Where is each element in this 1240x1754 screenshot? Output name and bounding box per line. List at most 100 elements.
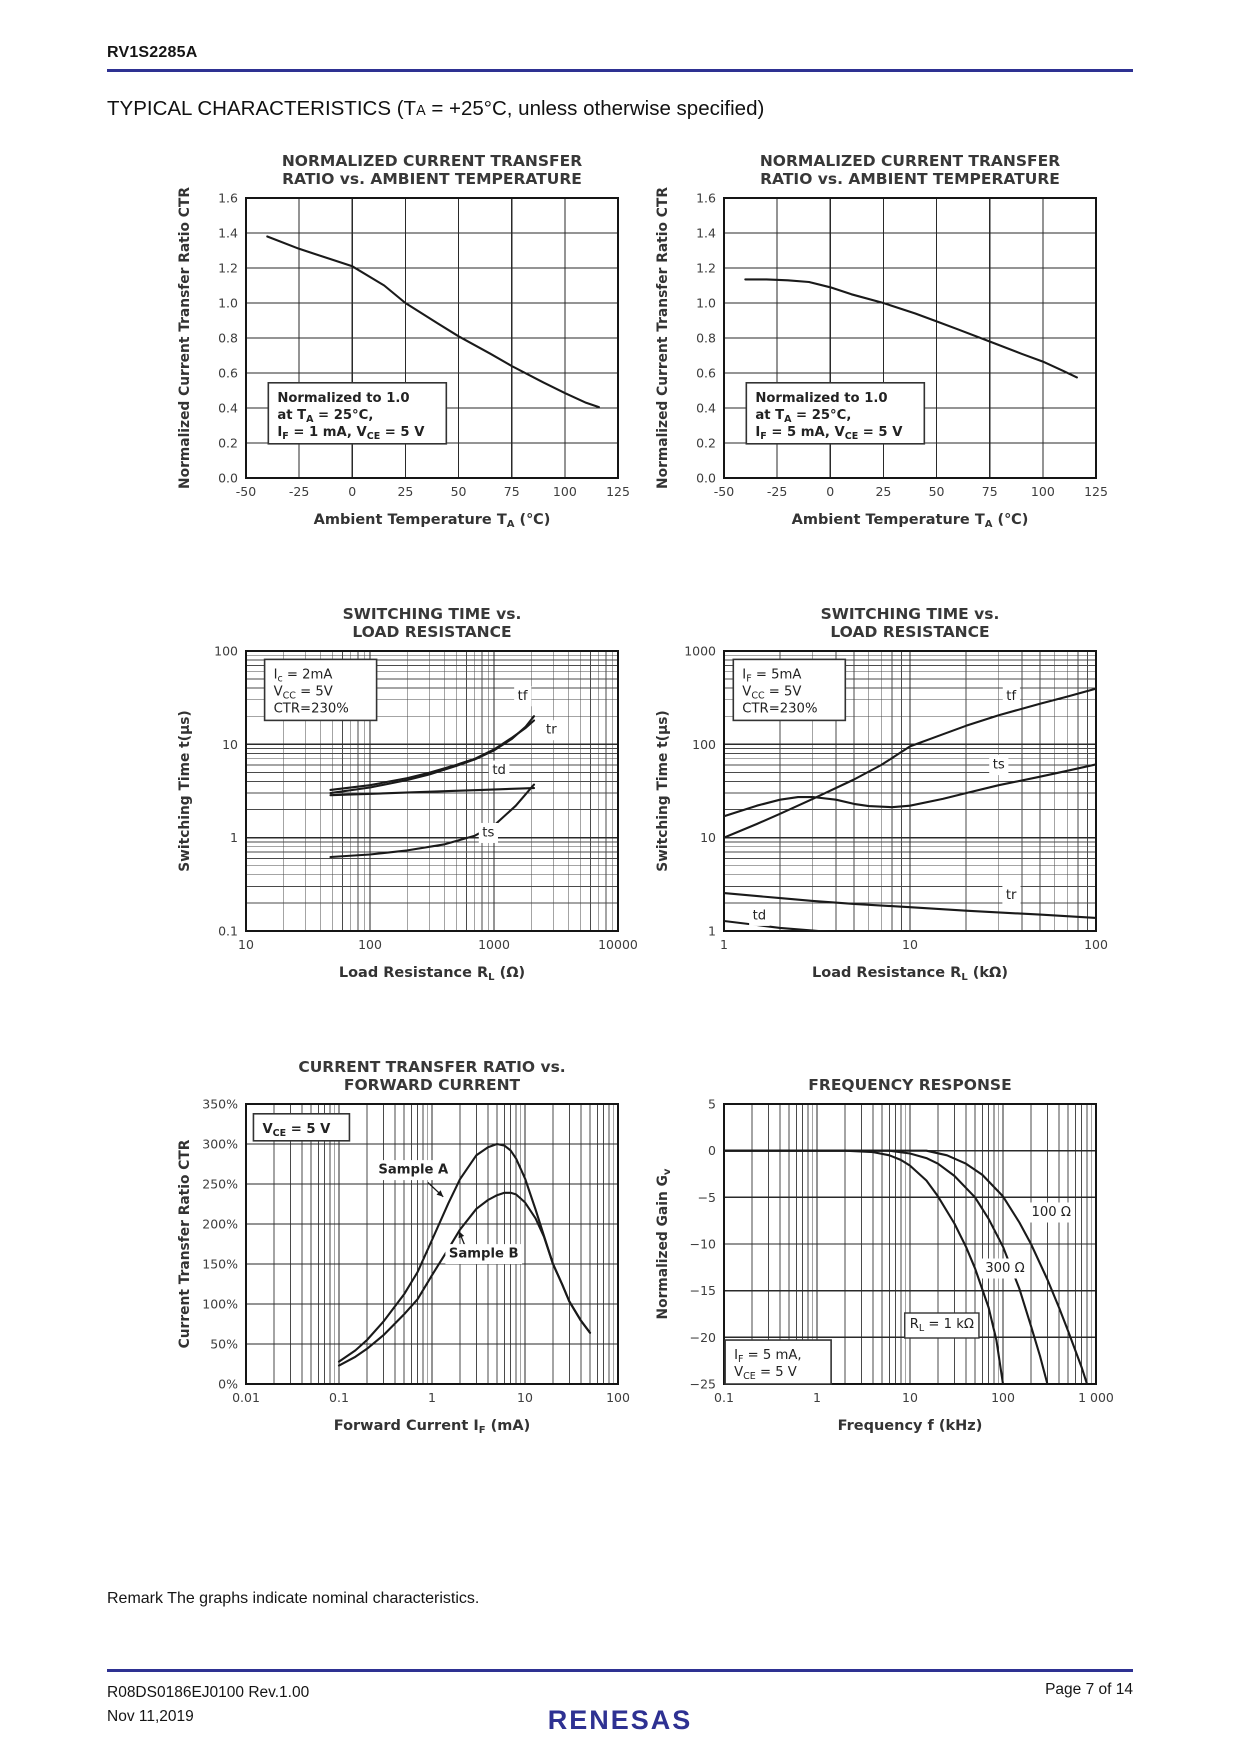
condition-line: IF = 5 mA, VCE = 5 V [755, 425, 903, 442]
series-sample-b [337, 1191, 592, 1367]
figure-switching-time-vs-load-resistance-kohm: SWITCHING TIME vs.LOAD RESISTANCE 1 10 100 1… [655, 605, 1108, 983]
page-header: RV1S2285A [107, 44, 1133, 72]
y-tick-label: 0.2 [218, 436, 238, 451]
x-tick-label: 50 [451, 484, 467, 499]
y-tick-label: 10 [700, 830, 716, 845]
y-tick-label: 1.2 [696, 261, 716, 276]
series-ts [724, 763, 1096, 818]
series-rl-100- [724, 1149, 1089, 1384]
x-tick-label: 100 [606, 1390, 630, 1405]
condition-line: Normalized to 1.0 [277, 391, 409, 406]
y-tick-label: 100% [202, 1297, 238, 1312]
condition-line: IF = 5 mA, [734, 1348, 801, 1365]
footer-row: R08DS0186EJ0100 Rev.1.00 Nov 11,2019 REN… [107, 1681, 1133, 1735]
chart-title: LOAD RESISTANCE [352, 623, 511, 641]
y-tick-label: 1.6 [218, 191, 238, 206]
y-tick-label: 200% [202, 1217, 238, 1232]
svg-text:300 Ω: 300 Ω [985, 1261, 1024, 1276]
x-tick-label: 1 000 [1078, 1390, 1114, 1405]
x-tick-label: 1 [428, 1390, 436, 1405]
remark-text: Remark The graphs indicate nominal chara… [107, 1590, 480, 1607]
y-axis-label: Switching Time t(μs) [177, 710, 193, 872]
x-tick-label: 1 [720, 937, 728, 952]
series-td [329, 787, 536, 797]
x-tick-label: 75 [504, 484, 520, 499]
series-tr [329, 719, 536, 791]
svg-text:RL = 1 kΩ: RL = 1 kΩ [910, 1317, 974, 1334]
y-tick-label: −20 [690, 1330, 716, 1345]
curve-label: RL = 1 kΩ [904, 1312, 980, 1339]
x-tick-label: -25 [289, 484, 309, 499]
condition-box [745, 382, 926, 445]
chart-title: SWITCHING TIME vs. [343, 605, 522, 623]
series-td [724, 919, 829, 931]
x-tick-label: 1 [813, 1390, 821, 1405]
svg-text:Sample B: Sample B [449, 1247, 519, 1262]
plot-frame [245, 1103, 619, 1385]
y-tick-label: −15 [690, 1283, 716, 1298]
x-axis-label: Frequency f (kHz) [838, 1418, 983, 1434]
chart-title: LOAD RESISTANCE [830, 623, 989, 641]
chart-title: RATIO vs. AMBIENT TEMPERATURE [282, 170, 582, 188]
x-tick-label: 0 [826, 484, 834, 499]
y-tick-label: 0.8 [218, 331, 238, 346]
svg-text:100 Ω: 100 Ω [1031, 1205, 1070, 1220]
x-tick-label: 100 [1084, 937, 1108, 952]
y-tick-label: 250% [202, 1177, 238, 1192]
section-title: TYPICAL CHARACTERISTICS (TA = +25°C, unl… [107, 97, 765, 120]
curve-label: Sample A [374, 1160, 453, 1181]
series-group [724, 1149, 1089, 1384]
y-tick-label: 0.0 [696, 471, 716, 486]
x-tick-label: 25 [875, 484, 891, 499]
x-tick-label: 0.01 [232, 1390, 260, 1405]
y-tick-label: 1.2 [218, 261, 238, 276]
y-tick-label: −25 [690, 1377, 716, 1392]
condition-box [267, 382, 448, 445]
condition-box [732, 658, 847, 722]
svg-text:td: td [753, 908, 767, 923]
condition-line: Ic = 2mA [274, 667, 333, 684]
y-tick-label: 5 [708, 1097, 716, 1112]
y-axis-label: Normalized Current Transfer Ratio CTR [177, 187, 193, 489]
y-tick-label: 1 [708, 924, 716, 939]
y-tick-label: 10 [222, 737, 238, 752]
curve-label: tf [514, 686, 532, 707]
x-tick-label: 0 [348, 484, 356, 499]
y-tick-label: 0.8 [696, 331, 716, 346]
footer-rule [107, 1669, 1133, 1672]
label-arrowhead [436, 1190, 444, 1197]
y-tick-label: 150% [202, 1257, 238, 1272]
plot-frame [723, 1103, 1097, 1385]
condition-line: CTR=230% [742, 701, 817, 716]
y-axis-label: Switching Time t(μs) [655, 710, 671, 872]
y-tick-label: 1.4 [218, 226, 238, 241]
condition-line: at TA = 25°C, [755, 408, 851, 425]
series-group [724, 687, 1096, 931]
series-rl-300- [724, 1149, 1049, 1384]
chart-title: FREQUENCY RESPONSE [808, 1076, 1011, 1094]
y-tick-label: −5 [698, 1190, 716, 1205]
x-tick-label: 0.1 [329, 1390, 349, 1405]
condition-line: VCE = 5 V [734, 1365, 797, 1382]
page-footer: R08DS0186EJ0100 Rev.1.00 Nov 11,2019 REN… [107, 1662, 1133, 1735]
curve-label: ts [478, 822, 498, 843]
condition-box [263, 658, 378, 722]
y-axis-label: Normalized Current Transfer Ratio CTR [655, 187, 671, 489]
plot-frame [723, 197, 1097, 479]
plot-frame [245, 650, 619, 932]
curve-label: Sample B [445, 1244, 523, 1265]
y-tick-label: 0.4 [218, 401, 238, 416]
x-tick-label: 0.1 [714, 1390, 734, 1405]
x-tick-label: 125 [606, 484, 630, 499]
y-tick-label: 100 [692, 737, 716, 752]
x-tick-label: 10 [238, 937, 254, 952]
curve-label: td [749, 905, 770, 926]
svg-text:ts: ts [482, 825, 494, 840]
series-group [329, 715, 536, 859]
y-tick-label: 0.6 [218, 366, 238, 381]
y-tick-label: 1.0 [696, 296, 716, 311]
chart-frequency-response: FREQUENCY RESPONSE 0.1 1 10 100 1 000 5 0 −5 −10 −… [650, 1052, 1120, 1457]
x-tick-label: 100 [1031, 484, 1055, 499]
